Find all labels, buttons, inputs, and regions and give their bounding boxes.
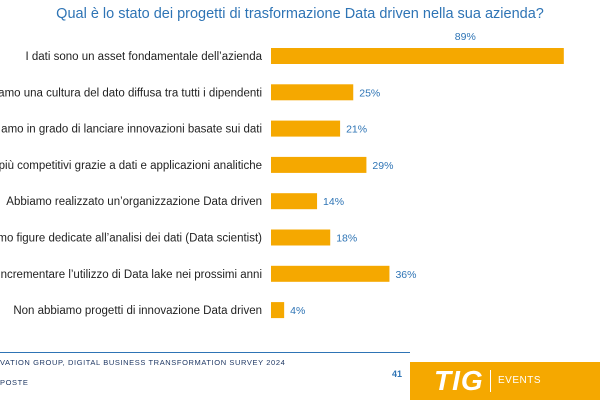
category-label: più competitivi grazie a dati e applicaz… xyxy=(0,160,262,172)
chart-title: Qual è lo stato dei progetti di trasform… xyxy=(56,6,544,22)
value-label: 29% xyxy=(372,160,393,172)
footer-divider xyxy=(0,352,410,353)
footer-source: VATION GROUP, DIGITAL BUSINESS TRANSFORM… xyxy=(0,358,286,367)
value-label: 18% xyxy=(336,233,357,245)
bar xyxy=(271,265,390,282)
logo-subtitle: EVENTS xyxy=(498,375,542,386)
value-label: 36% xyxy=(395,269,416,281)
page-number: 41 xyxy=(392,369,403,379)
category-label: amo in grado di lanciare innovazioni bas… xyxy=(1,124,262,136)
category-label: Abbiamo realizzato un’organizzazione Dat… xyxy=(6,196,262,208)
value-label: 21% xyxy=(346,124,367,136)
category-label: Non abbiamo progetti di innovazione Data… xyxy=(13,305,262,317)
value-label: 4% xyxy=(290,305,305,317)
value-label: 25% xyxy=(359,87,380,99)
bar xyxy=(271,156,367,173)
footer-note: POSTE xyxy=(0,378,29,387)
category-label: amo una cultura del dato diffusa tra tut… xyxy=(0,87,262,99)
bar xyxy=(271,48,564,64)
bar xyxy=(271,229,331,246)
bar xyxy=(271,120,341,137)
tig-events-logo: TIG EVENTS xyxy=(410,362,600,400)
bar xyxy=(271,193,318,210)
category-label: mo figure dedicate all’analisi dei dati … xyxy=(0,233,262,245)
value-label: 89% xyxy=(455,31,476,43)
logo-mark: TIG xyxy=(434,365,484,396)
bar-chart: I dati sono un asset fondamentale dell’a… xyxy=(0,31,564,319)
bar xyxy=(271,302,285,319)
category-label: incrementare l’utilizzo di Data lake nei… xyxy=(0,269,262,281)
bar xyxy=(271,84,354,101)
category-label: I dati sono un asset fondamentale dell’a… xyxy=(25,51,262,63)
value-label: 14% xyxy=(323,196,344,208)
logo-divider xyxy=(490,370,491,392)
